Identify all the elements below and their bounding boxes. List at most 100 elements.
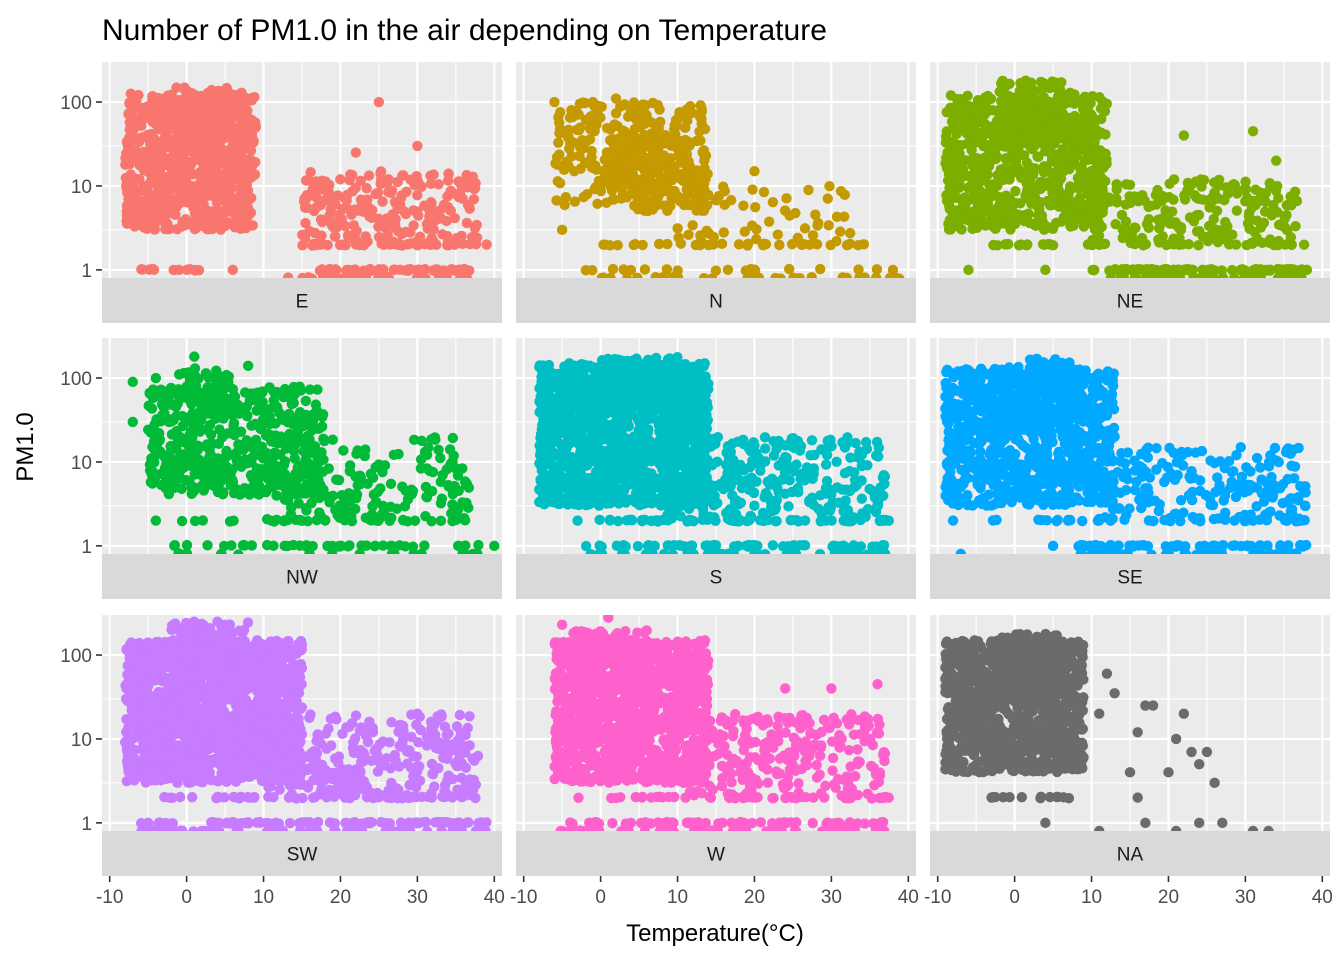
data-point <box>666 175 678 186</box>
data-point <box>202 190 214 201</box>
data-point <box>611 467 622 479</box>
data-point <box>1158 192 1170 204</box>
data-point <box>373 221 384 232</box>
data-point <box>823 220 834 231</box>
data-point <box>1046 155 1058 167</box>
data-point <box>362 194 373 205</box>
data-point <box>461 217 473 229</box>
data-point <box>962 90 973 102</box>
data-point <box>181 539 193 551</box>
data-point <box>1286 239 1297 251</box>
data-point <box>343 488 355 499</box>
data-point <box>279 456 291 467</box>
data-point <box>1051 77 1062 88</box>
data-point <box>459 515 471 526</box>
data-point <box>991 219 1003 230</box>
data-point <box>473 539 484 551</box>
data-point <box>1131 273 1142 278</box>
data-point <box>326 220 338 231</box>
data-point <box>648 438 660 450</box>
data-point <box>384 515 395 527</box>
data-point <box>1021 192 1032 204</box>
data-point <box>275 435 286 446</box>
data-point <box>1276 273 1288 278</box>
data-point <box>397 514 409 526</box>
data-point <box>319 435 330 447</box>
data-point <box>694 126 705 137</box>
data-point <box>592 198 603 209</box>
data-point <box>238 444 249 455</box>
data-point <box>304 384 316 395</box>
data-point <box>178 454 190 465</box>
data-point <box>1087 264 1098 276</box>
data-point <box>146 476 158 488</box>
data-point <box>147 220 159 232</box>
data-point <box>297 240 308 251</box>
data-point <box>986 190 998 202</box>
data-point <box>425 197 437 208</box>
data-point <box>631 138 643 149</box>
data-point <box>1011 161 1022 173</box>
data-point <box>950 177 961 188</box>
data-point <box>575 142 586 154</box>
data-point <box>607 263 619 275</box>
data-point <box>674 110 685 121</box>
data-point <box>971 188 983 200</box>
data-point <box>372 486 383 498</box>
data-point <box>947 163 959 174</box>
data-point <box>409 515 421 526</box>
data-point <box>1047 132 1058 143</box>
point-layer <box>534 351 894 554</box>
data-point <box>201 439 213 450</box>
data-point <box>655 149 666 160</box>
point-layer <box>940 75 1313 278</box>
facet-label: E <box>296 292 309 313</box>
data-point <box>460 264 471 275</box>
data-point <box>1264 178 1275 189</box>
data-point <box>595 185 607 197</box>
data-point <box>247 481 258 493</box>
data-point <box>306 273 317 278</box>
data-point <box>1168 194 1179 205</box>
data-point <box>216 548 227 554</box>
data-point <box>346 516 358 527</box>
data-point <box>154 446 166 457</box>
data-point <box>957 196 969 208</box>
data-point <box>1224 238 1235 250</box>
data-point <box>223 376 234 388</box>
data-point <box>578 191 589 203</box>
data-point <box>317 272 329 278</box>
data-point <box>150 515 162 526</box>
data-point <box>447 488 459 500</box>
data-point <box>1284 273 1296 278</box>
data-point <box>1088 177 1099 188</box>
data-point <box>684 199 695 211</box>
data-point <box>1159 271 1170 278</box>
data-point <box>794 273 805 278</box>
data-point <box>654 104 665 115</box>
point-layer <box>549 93 905 278</box>
data-point <box>1045 97 1056 108</box>
data-point <box>271 490 282 501</box>
data-point <box>203 136 214 147</box>
data-point <box>209 146 220 157</box>
data-point <box>569 435 581 447</box>
data-point <box>307 478 319 490</box>
data-point <box>954 103 966 115</box>
data-point <box>652 199 663 211</box>
data-point <box>853 264 864 275</box>
data-point <box>1153 234 1164 245</box>
data-point <box>966 128 978 139</box>
data-point <box>189 351 200 362</box>
data-point <box>661 264 673 275</box>
data-point <box>619 265 630 276</box>
data-point <box>237 165 248 176</box>
data-point <box>1053 201 1065 212</box>
data-point <box>359 450 371 462</box>
data-point <box>227 264 238 276</box>
data-point <box>1185 180 1196 191</box>
data-point <box>1005 224 1016 235</box>
data-point <box>185 191 196 203</box>
data-point <box>290 477 301 488</box>
data-point <box>1048 167 1060 179</box>
